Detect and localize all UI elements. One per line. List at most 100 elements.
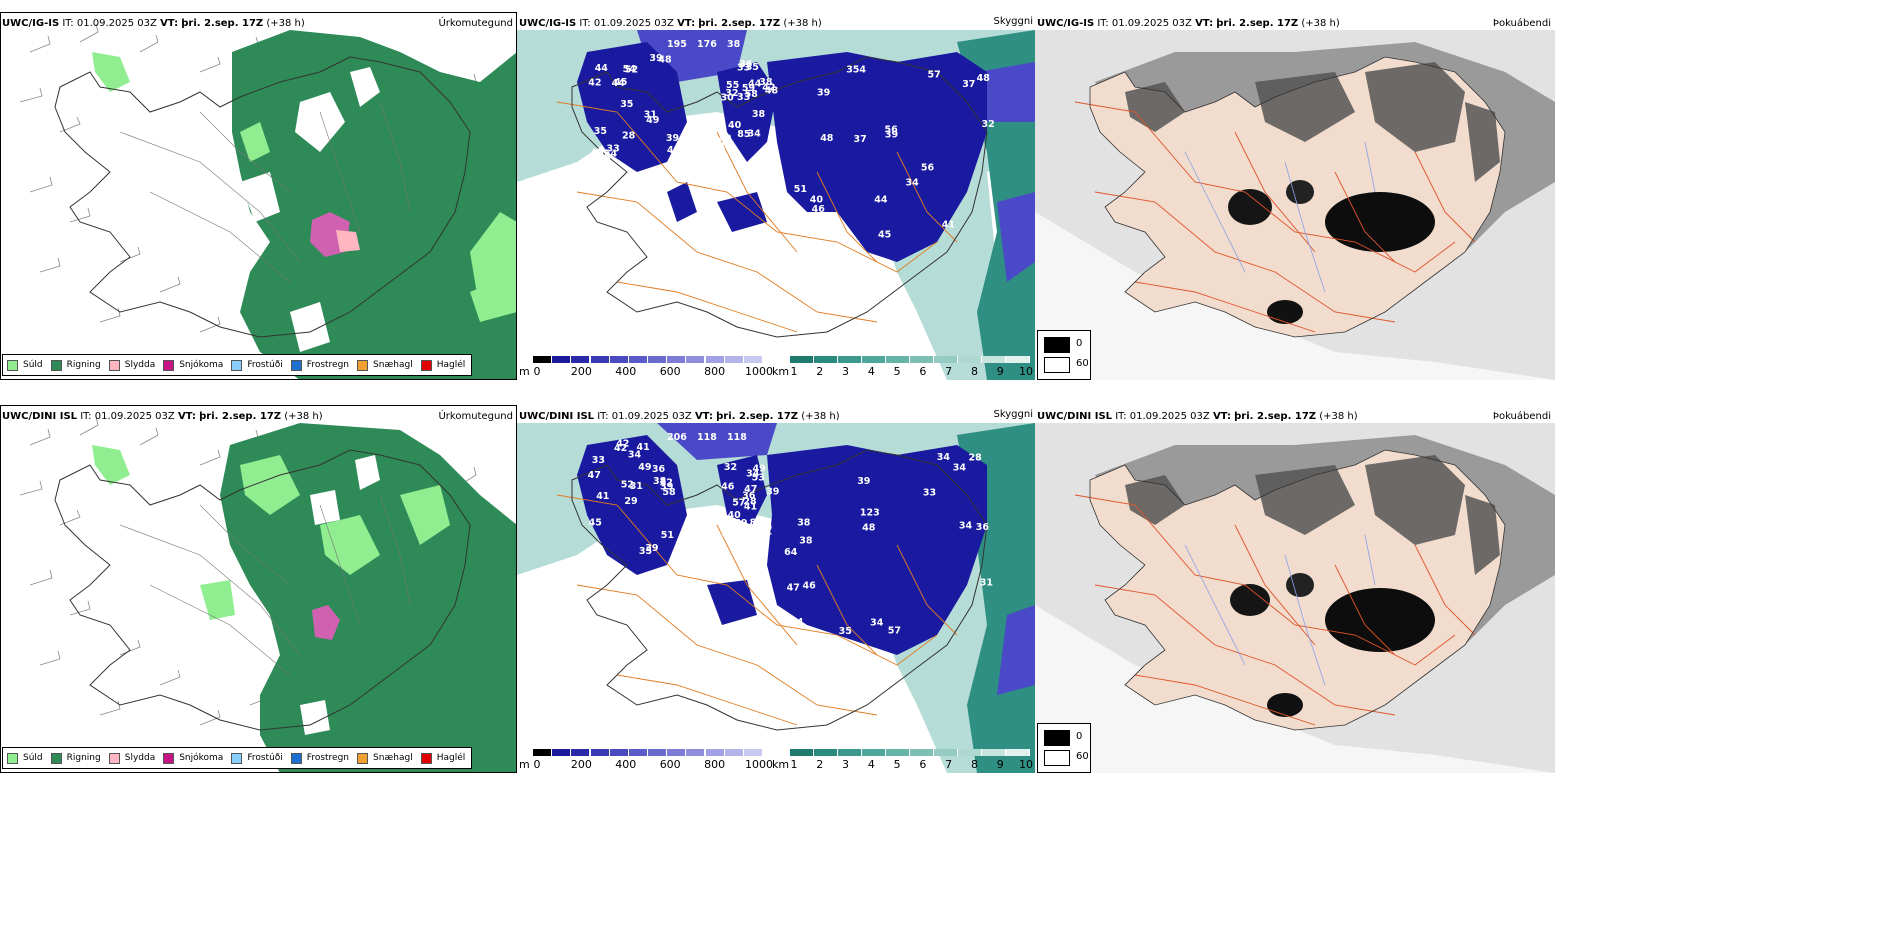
legend-item: Snjókoma [163,752,223,764]
colorbar-tick-label: 7 [945,758,953,771]
ceiling-value-label: 33 [592,455,605,466]
ceiling-value-label: 31 [630,481,643,492]
colorbar-tick-label: 1 [790,758,798,771]
panel-title: Þokuábendi [1492,411,1551,422]
colorbar-unit: m [519,758,530,771]
ceiling-value-label: 44 [612,78,626,89]
ceiling-value-label: 118 [727,432,747,443]
panel-header: UWC/DINI ISL IT: 01.09.2025 03Z VT: þri.… [2,411,323,422]
legend-item: Snæhagl [357,359,413,371]
ceiling-value-label: 58 [662,487,676,498]
precip-panel-top: UWC/IG-IS IT: 01.09.2025 03Z VT: þri. 2.… [0,12,517,380]
iceland-coastline [571,56,988,338]
ceiling-value-label: 48 [820,133,834,144]
colorbar-segment [628,749,648,756]
ceiling-value-label: 38 [653,476,667,487]
precip-legend: Súld Rigning Slydda Snjókoma Frostúði Fr… [2,354,473,376]
colorbar-segment [1006,749,1030,756]
ceiling-value-label: 42 [762,82,775,93]
ceiling-value-label: 34 [748,129,762,140]
fog-legend: 0 60 [1037,330,1091,380]
colorbar-tick-label: 2 [816,758,824,771]
colorbar-segment [628,356,648,363]
colorbar-tick-label: 6 [919,758,927,771]
visibility-map-top: 195 176 3843303735445054595145424652585644… [517,30,1035,380]
ceiling-value-label: 56 [885,124,899,135]
colorbar-tick-label: 6 [919,365,927,378]
ceiling-value-label: 37 [854,134,867,145]
colorbar-tick-label: 400 [615,365,637,378]
visibility-colorbar-top: km 1 2 3 4 5 6 7 8 9 10 [772,356,1034,380]
colorbar-segment [790,749,814,756]
colorbar-segment [862,749,886,756]
ceiling-value-label: 37 [962,79,975,90]
ceiling-value-label: 46 [803,581,817,592]
ceiling-value-label: 43 [667,145,680,156]
ceiling-value-label: 32 [660,477,673,488]
panel-header: UWC/IG-IS IT: 01.09.2025 03Z VT: þri. 2.… [1037,18,1340,29]
ceiling-value-label: 42 [614,443,627,454]
panel-header: UWC/IG-IS IT: 01.09.2025 03Z VT: þri. 2.… [2,18,305,29]
colorbar-segment [1006,356,1030,363]
ceiling-value-label: 206 [667,432,687,443]
ceiling-value-label: 45 [878,229,891,240]
ceiling-value-label: 41 [637,442,650,453]
ceiling-value-label: 52 [621,480,634,491]
ceiling-value-label: 40 [719,142,733,153]
ceiling-value-label: 47 [787,582,800,593]
ceiling-value-label: 30 [721,93,735,104]
panel-title: Þokuábendi [1492,18,1551,29]
ceiling-value-label: 55 [726,80,739,91]
visibility-panel-bottom: 206 118 118 42 49 36 29 41 38 33 53 64 49 36 44 42 57 57 3… [517,405,1035,773]
colorbar-tick-label: 1 [790,365,798,378]
ceiling-value-label: 44 [748,79,762,90]
colorbar-tick-label: 0 [533,365,541,378]
ceiling-value-label: 123 [860,508,880,519]
colorbar-tick-label: 400 [615,758,637,771]
ceiling-value-label: 33 [607,144,620,155]
colorbar-tick-label: 4 [867,365,875,378]
ceiling-value-label: 41 [759,527,772,538]
ceiling-value-label: 28 [969,453,983,464]
ceiling-value-label: 39 [766,487,779,498]
ceiling-value-label: 34 [937,452,951,463]
iceland-coastline [54,449,471,731]
precip-map-top [19,23,517,380]
colorbar-tick-label: 800 [704,758,726,771]
ceiling-value-label: 38 [752,109,766,120]
colorbar-tick-label: 200 [570,758,592,771]
colorbar-tick-label: 2 [816,365,824,378]
ceiling-value-label: 64 [784,547,798,558]
colorbar-segment [743,356,763,363]
legend-item: Rigning [50,752,101,764]
panel-title: Skyggni [993,16,1033,27]
ceiling-value-label: 33 [736,528,749,539]
ceiling-value-label: 41 [744,502,757,513]
fog-panel-top: UWC/IG-IS IT: 01.09.2025 03Z VT: þri. 2.… [1035,12,1555,380]
ceiling-value-label: 36 [976,522,990,533]
colorbar-segment [790,356,814,363]
colorbar-segment [648,749,668,756]
ceiling-value-label: 33 [737,62,750,73]
colorbar-segment [934,749,958,756]
ceiling-value-label: 30 [759,523,773,534]
colorbar-segment [743,749,763,756]
ceiling-value-label: 354 [846,65,866,76]
drizzle-area [92,52,517,322]
ceiling-value-label: 49 [638,462,651,473]
colorbar-segment [862,356,886,363]
ceiling-value-label: 41 [596,491,609,502]
visibility-colorbar-bottom: km 1 2 3 4 5 6 7 8 9 10 [772,749,1034,773]
ceiling-colorbar-top: m 0 200 400 600 800 1000 [519,356,773,380]
ceiling-value-label: 48 [977,73,991,84]
ceiling-value-label: 44 [595,63,609,74]
ceiling-value-label: 28 [622,131,636,142]
ceiling-value-label: 38 [797,517,811,528]
ceiling-value-label: 29 [624,496,637,507]
colorbar-tick-label: 0 [533,758,541,771]
ceiling-value-label: 41 [942,219,955,230]
ceiling-value-label: 48 [658,55,672,66]
colorbar-tick-label: 5 [893,758,901,771]
ceiling-value-label: 40 [728,120,742,131]
colorbar-segment [958,356,982,363]
